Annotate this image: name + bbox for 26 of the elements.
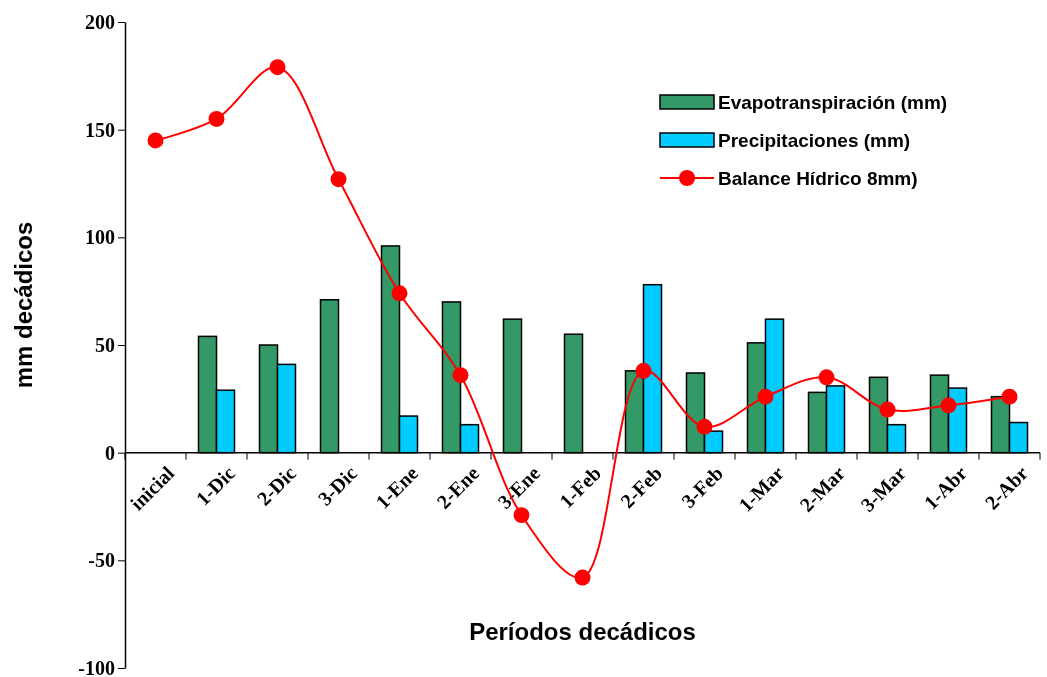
- legend-label: Balance Hídrico 8mm): [718, 168, 918, 189]
- y-tick-label: 200: [85, 10, 115, 33]
- point: [330, 171, 347, 188]
- point: [818, 369, 835, 386]
- point: [208, 110, 225, 127]
- point: [757, 388, 774, 405]
- point: [147, 132, 164, 149]
- point: [940, 397, 957, 414]
- y-tick-label: 50: [95, 333, 115, 356]
- point: [635, 362, 652, 379]
- y-axis-title: mm decádicos: [10, 221, 37, 389]
- point: [696, 418, 713, 435]
- legend-label: Precipitaciones (mm): [718, 130, 911, 151]
- point: [452, 367, 469, 384]
- y-tick-label: 0: [105, 441, 115, 464]
- point: [879, 401, 896, 418]
- point: [1001, 388, 1018, 405]
- point: [269, 59, 286, 76]
- point: [391, 285, 408, 302]
- y-tick-label: -100: [78, 656, 115, 677]
- y-tick-label: -50: [88, 549, 115, 572]
- x-axis-title: Períodos decádicos: [469, 618, 696, 645]
- y-tick-label: 100: [85, 226, 115, 249]
- y-tick-label: 150: [85, 118, 115, 141]
- point: [574, 569, 591, 586]
- legend-label: Evapotranspiración (mm): [718, 92, 948, 113]
